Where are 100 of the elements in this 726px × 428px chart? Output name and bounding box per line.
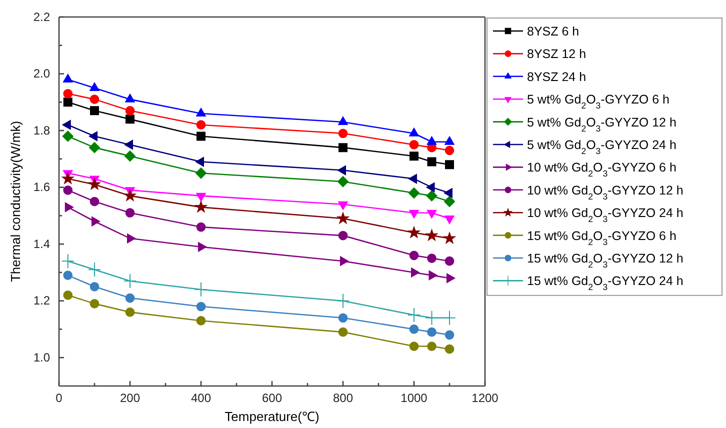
point xyxy=(125,106,135,116)
point xyxy=(124,140,133,150)
point xyxy=(409,324,419,334)
point xyxy=(408,308,420,323)
point xyxy=(425,310,438,326)
legend-label: 15 wt% Gd$_{2}$O$_{3}$-GYYZO 6 h xyxy=(527,228,676,247)
y-tick-label: 2.0 xyxy=(33,66,50,81)
x-tick-label: 1200 xyxy=(472,391,499,406)
point xyxy=(124,273,136,288)
point xyxy=(63,290,73,300)
point xyxy=(444,136,454,145)
point xyxy=(64,202,74,212)
point xyxy=(338,128,348,138)
point xyxy=(409,210,419,218)
point xyxy=(409,250,419,260)
point xyxy=(125,308,135,317)
x-tick-label: 0 xyxy=(56,391,63,406)
point xyxy=(126,114,134,124)
point xyxy=(338,176,348,188)
point xyxy=(63,98,72,107)
legend-label: 8YSZ 12 h xyxy=(527,47,586,62)
point xyxy=(124,150,136,162)
x-tick-label: 1000 xyxy=(400,391,428,406)
point xyxy=(338,230,348,240)
y-tick-label: 1.2 xyxy=(33,294,50,308)
point xyxy=(444,232,456,244)
point xyxy=(62,120,71,130)
point xyxy=(196,156,204,167)
point xyxy=(409,140,419,150)
y-tick-label: 1.6 xyxy=(33,180,50,194)
point xyxy=(90,282,100,292)
point xyxy=(90,196,100,206)
point xyxy=(444,344,454,354)
point xyxy=(444,146,454,156)
point xyxy=(340,256,348,266)
x-axis-title: Temperature(℃) xyxy=(224,409,320,424)
y-tick-label: 1.4 xyxy=(33,236,50,251)
point xyxy=(338,116,348,126)
point xyxy=(408,226,420,238)
point xyxy=(90,299,100,308)
point xyxy=(426,230,438,241)
point xyxy=(446,273,455,283)
legend-label: 8YSZ 6 h xyxy=(527,24,580,38)
point xyxy=(63,185,73,195)
point xyxy=(443,310,456,326)
legend-label: 15 wt% Gd$_{2}$O$_{3}$-GYYZO 12 h xyxy=(527,252,684,270)
point xyxy=(427,342,436,351)
point xyxy=(125,293,135,303)
x-tick-label: 800 xyxy=(332,391,354,406)
point xyxy=(338,143,348,152)
point xyxy=(63,74,73,82)
x-tick-label: 200 xyxy=(120,391,140,406)
point xyxy=(90,94,100,104)
point xyxy=(408,187,420,198)
point xyxy=(338,327,348,337)
point xyxy=(444,256,454,266)
point xyxy=(427,327,436,337)
point xyxy=(427,157,436,166)
point xyxy=(92,216,100,226)
point xyxy=(426,210,437,218)
point xyxy=(196,168,206,179)
point xyxy=(125,94,135,102)
point xyxy=(62,172,74,184)
point xyxy=(61,254,74,269)
point xyxy=(337,212,349,224)
point xyxy=(445,160,454,170)
point xyxy=(427,254,436,263)
point xyxy=(338,313,348,323)
point xyxy=(88,262,101,278)
legend-label: 10 wt% Gd$_{2}$O$_{3}$-GYYZO 24 h xyxy=(527,206,684,224)
point xyxy=(195,201,207,212)
legend-label: 10 wt% Gd$_{2}$O$_{3}$-GYYZO 6 h xyxy=(527,160,676,179)
point xyxy=(196,316,206,326)
point xyxy=(198,242,206,252)
point xyxy=(90,82,100,91)
legend-label: 5 wt% Gd$_{2}$O$_{3}$-GYYZO 24 h xyxy=(527,138,676,156)
x-tick-label: 400 xyxy=(190,391,212,406)
legend-label: 5 wt% Gd$_{2}$O$_{3}$-GYYZO 12 h xyxy=(527,115,676,134)
y-tick-label: 2.2 xyxy=(33,10,50,24)
point xyxy=(426,182,435,192)
legend-label: 10 wt% Gd$_{2}$O$_{3}$-GYYZO 12 h xyxy=(527,183,684,202)
point xyxy=(63,270,73,280)
point xyxy=(426,190,438,202)
point xyxy=(196,120,206,130)
point xyxy=(444,188,452,198)
point xyxy=(444,330,454,340)
point xyxy=(428,270,438,280)
point xyxy=(196,222,206,232)
x-tick-label: 600 xyxy=(262,391,282,406)
point xyxy=(338,165,346,176)
point xyxy=(196,132,206,141)
point xyxy=(62,130,74,142)
point xyxy=(444,196,455,207)
y-axis-title: Thermal conductivity(W/mk) xyxy=(8,120,23,282)
point xyxy=(408,174,417,184)
point xyxy=(336,293,350,308)
point xyxy=(409,342,419,351)
point xyxy=(409,128,419,136)
legend-label: 8YSZ 24 h xyxy=(527,70,586,84)
legend-label: 15 wt% Gd$_{2}$O$_{3}$-GYYZO 24 h xyxy=(527,274,684,292)
